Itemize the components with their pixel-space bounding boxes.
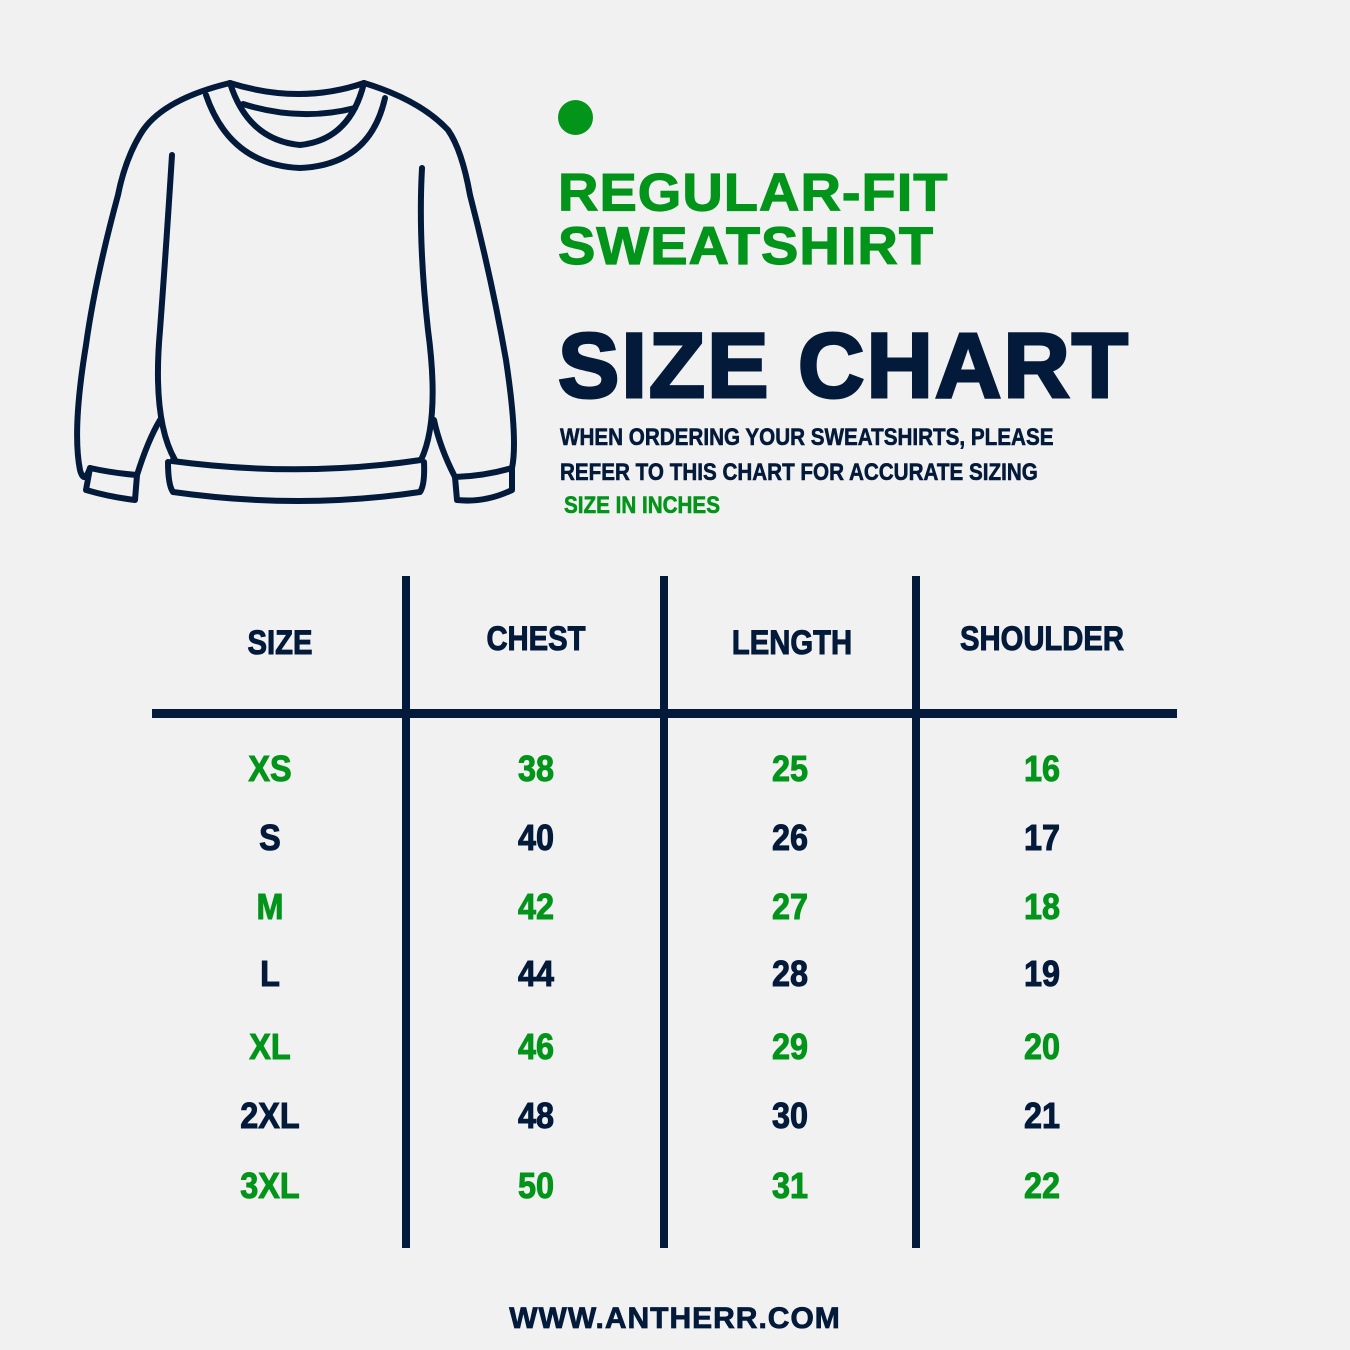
- cell-size: 3XL: [240, 1165, 300, 1207]
- subtitle-line-2: SWEATSHIRT: [557, 215, 935, 276]
- cell-size: S: [259, 817, 282, 859]
- subtitle-line-1: REGULAR-FIT: [557, 162, 949, 223]
- column-divider: [912, 576, 920, 1248]
- description-line-2: REFER TO THIS CHART FOR ACCURATE SIZING: [560, 459, 1038, 487]
- cell-length: 29: [771, 1026, 809, 1068]
- cell-chest: 40: [517, 817, 555, 859]
- header-divider: [152, 709, 1177, 718]
- cell-length: 31: [771, 1165, 809, 1207]
- cell-length: 26: [771, 817, 809, 859]
- product-subtitle: REGULAR-FIT SWEATSHIRT: [557, 162, 949, 276]
- cell-shoulder: 17: [1023, 817, 1061, 859]
- column-divider: [660, 576, 668, 1248]
- description-line-1: WHEN ORDERING YOUR SWEATSHIRTS, PLEASE: [560, 424, 1054, 452]
- cell-chest: 44: [517, 953, 555, 995]
- cell-shoulder: 18: [1023, 886, 1061, 928]
- green-dot-icon: [558, 100, 593, 135]
- description: WHEN ORDERING YOUR SWEATSHIRTS, PLEASE R…: [560, 420, 1054, 490]
- sweatshirt-outline-icon: [74, 80, 517, 504]
- cell-chest: 48: [517, 1095, 555, 1137]
- cell-chest: 46: [517, 1026, 555, 1068]
- cell-chest: 50: [517, 1165, 555, 1207]
- cell-shoulder: 16: [1023, 748, 1061, 790]
- cell-size: L: [260, 953, 281, 995]
- website-link[interactable]: WWW.ANTHERR.COM: [509, 1302, 841, 1336]
- cell-size: XL: [249, 1026, 291, 1068]
- column-header-length: LENGTH: [731, 624, 853, 663]
- cell-length: 28: [771, 953, 809, 995]
- column-header-shoulder: SHOULDER: [959, 620, 1125, 659]
- column-header-size: SIZE: [247, 624, 313, 663]
- cell-shoulder: 20: [1023, 1026, 1061, 1068]
- cell-chest: 42: [517, 886, 555, 928]
- cell-chest: 38: [517, 748, 555, 790]
- column-header-chest: CHEST: [486, 620, 586, 659]
- cell-length: 25: [771, 748, 809, 790]
- units-note: SIZE IN INCHES: [564, 492, 720, 520]
- cell-length: 30: [771, 1095, 809, 1137]
- cell-length: 27: [771, 886, 809, 928]
- cell-shoulder: 21: [1023, 1095, 1061, 1137]
- cell-size: 2XL: [240, 1095, 300, 1137]
- cell-size: M: [256, 886, 284, 928]
- column-divider: [402, 576, 410, 1248]
- cell-shoulder: 19: [1023, 953, 1061, 995]
- cell-size: XS: [248, 748, 292, 790]
- page-title: SIZE CHART: [557, 315, 1130, 418]
- cell-shoulder: 22: [1023, 1165, 1061, 1207]
